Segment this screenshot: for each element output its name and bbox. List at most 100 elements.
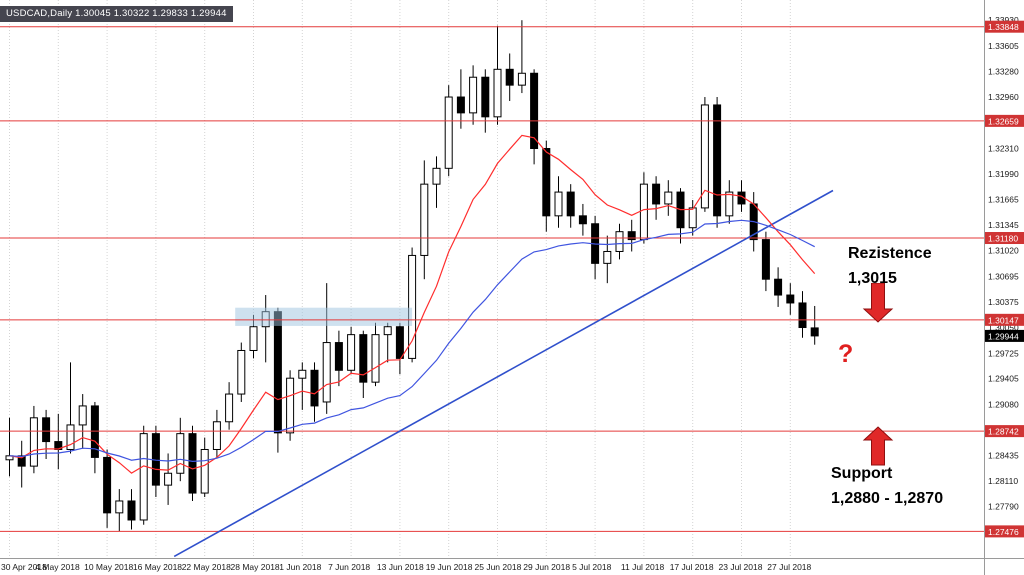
support-arrow-icon xyxy=(862,426,894,471)
y-axis-label: 1.28435 xyxy=(988,450,1019,460)
candle-bear xyxy=(17,455,26,467)
x-axis-label: 25 Jun 2018 xyxy=(475,562,522,572)
y-axis-label: 1.30050 xyxy=(988,323,1019,333)
candle-bear xyxy=(334,342,343,371)
x-axis-label: 4 May 2018 xyxy=(35,562,80,572)
candle-bear xyxy=(127,500,136,521)
candle-bull xyxy=(444,96,453,169)
candle-bull xyxy=(225,393,234,423)
y-axis-label: 1.31665 xyxy=(988,195,1019,205)
moving-average-slow xyxy=(9,219,815,463)
level-price-tag xyxy=(985,20,1024,33)
candle-bull xyxy=(115,500,124,514)
y-axis-label: 1.32310 xyxy=(988,144,1019,154)
candle-bear xyxy=(395,326,404,359)
candle-bull xyxy=(29,417,38,467)
support-annotation: Support 1,2880 - 1,2870 xyxy=(831,462,943,512)
y-axis-label: 1.32960 xyxy=(988,92,1019,102)
candle-bear xyxy=(798,302,807,329)
x-axis-label: 16 May 2018 xyxy=(133,562,182,572)
candle-bear xyxy=(188,433,197,494)
y-axis-label: 1.30695 xyxy=(988,271,1019,281)
resistance-label: Rezistence xyxy=(848,245,932,262)
x-axis-label: 29 Jun 2018 xyxy=(523,562,570,572)
candle-bull xyxy=(371,334,380,383)
candle-bear xyxy=(810,327,819,337)
candle-bear xyxy=(542,148,551,217)
candle-bull xyxy=(66,424,75,450)
support-price: 1,2880 - 1,2870 xyxy=(831,489,944,507)
x-axis-label: 17 Jul 2018 xyxy=(670,562,714,572)
candle-bear xyxy=(578,215,587,225)
candle-bull xyxy=(347,334,356,371)
x-axis-label: 7 Jun 2018 xyxy=(328,562,370,572)
candle-bull xyxy=(420,183,429,256)
chart-title-overlay: USDCAD,Daily 1.30045 1.30322 1.29833 1.2… xyxy=(0,6,233,22)
candle-bull xyxy=(639,183,648,241)
candle-bull xyxy=(322,342,331,403)
question-mark-annotation: ? xyxy=(838,340,854,368)
candle-bull xyxy=(200,448,209,494)
x-axis-label: 19 Jun 2018 xyxy=(426,562,473,572)
candle-bear xyxy=(505,68,514,86)
y-axis-label: 1.31990 xyxy=(988,169,1019,179)
candle-bull xyxy=(554,191,563,217)
candle-bear xyxy=(566,191,575,217)
level-price-tag-label: 1.32659 xyxy=(988,116,1019,126)
y-axis-label: 1.31345 xyxy=(988,220,1019,230)
candle-bull xyxy=(237,349,246,395)
candle-bear xyxy=(652,183,661,205)
level-price-tag xyxy=(985,232,1024,245)
candle-bull xyxy=(432,167,441,185)
candle-bull xyxy=(493,68,502,118)
candle-bull xyxy=(212,421,221,450)
down-arrow-shape xyxy=(862,282,894,323)
x-axis-label: 13 Jun 2018 xyxy=(377,562,424,572)
candle-bear xyxy=(456,96,465,114)
y-axis-label: 1.33280 xyxy=(988,67,1019,77)
supply-zone xyxy=(235,307,413,326)
x-axis-label: 28 May 2018 xyxy=(231,562,280,572)
level-price-tag xyxy=(985,114,1024,127)
candle-bull xyxy=(249,326,258,351)
candle-bear xyxy=(103,456,112,514)
trendline xyxy=(173,189,834,558)
candle-bull xyxy=(298,369,307,379)
y-axis-label: 1.28110 xyxy=(988,476,1018,486)
x-axis-label: 30 Apr 2018 xyxy=(1,562,47,572)
level-price-tag xyxy=(985,313,1024,326)
candle-bear xyxy=(90,405,99,458)
support-label: Support xyxy=(831,465,893,482)
candle-bear xyxy=(761,239,770,280)
candle-bull xyxy=(615,231,624,252)
candle-bear xyxy=(713,104,722,217)
candle-bull xyxy=(700,104,709,209)
candle-bear xyxy=(774,278,783,296)
candle-bear xyxy=(627,231,636,241)
x-axis-label: 27 Jul 2018 xyxy=(767,562,811,572)
moving-average-fast xyxy=(9,134,816,474)
level-price-tag-label: 1.30147 xyxy=(988,315,1019,325)
candle-bear xyxy=(310,369,319,407)
level-price-tag-label: 1.33848 xyxy=(988,22,1019,32)
resistance-arrow-icon xyxy=(862,282,894,328)
current-price-tag-label: 1.29944 xyxy=(988,331,1019,341)
level-price-tag-label: 1.27476 xyxy=(988,527,1019,537)
candle-bull xyxy=(725,191,734,217)
candle-bull xyxy=(469,76,478,114)
candle-bull xyxy=(383,326,392,336)
candle-bull xyxy=(603,250,612,264)
candle-bull xyxy=(408,254,417,359)
x-axis-label: 5 Jul 2018 xyxy=(572,562,611,572)
candle-bull xyxy=(139,433,148,521)
y-axis-label: 1.27790 xyxy=(988,502,1019,512)
candle-bear xyxy=(481,76,490,118)
up-arrow-shape xyxy=(862,426,894,466)
level-price-tag xyxy=(985,425,1024,438)
candle-bull xyxy=(78,405,87,426)
x-axis-label: 11 Jul 2018 xyxy=(621,562,665,572)
level-price-tag-label: 1.28742 xyxy=(988,427,1019,437)
candle-bull xyxy=(664,191,673,205)
